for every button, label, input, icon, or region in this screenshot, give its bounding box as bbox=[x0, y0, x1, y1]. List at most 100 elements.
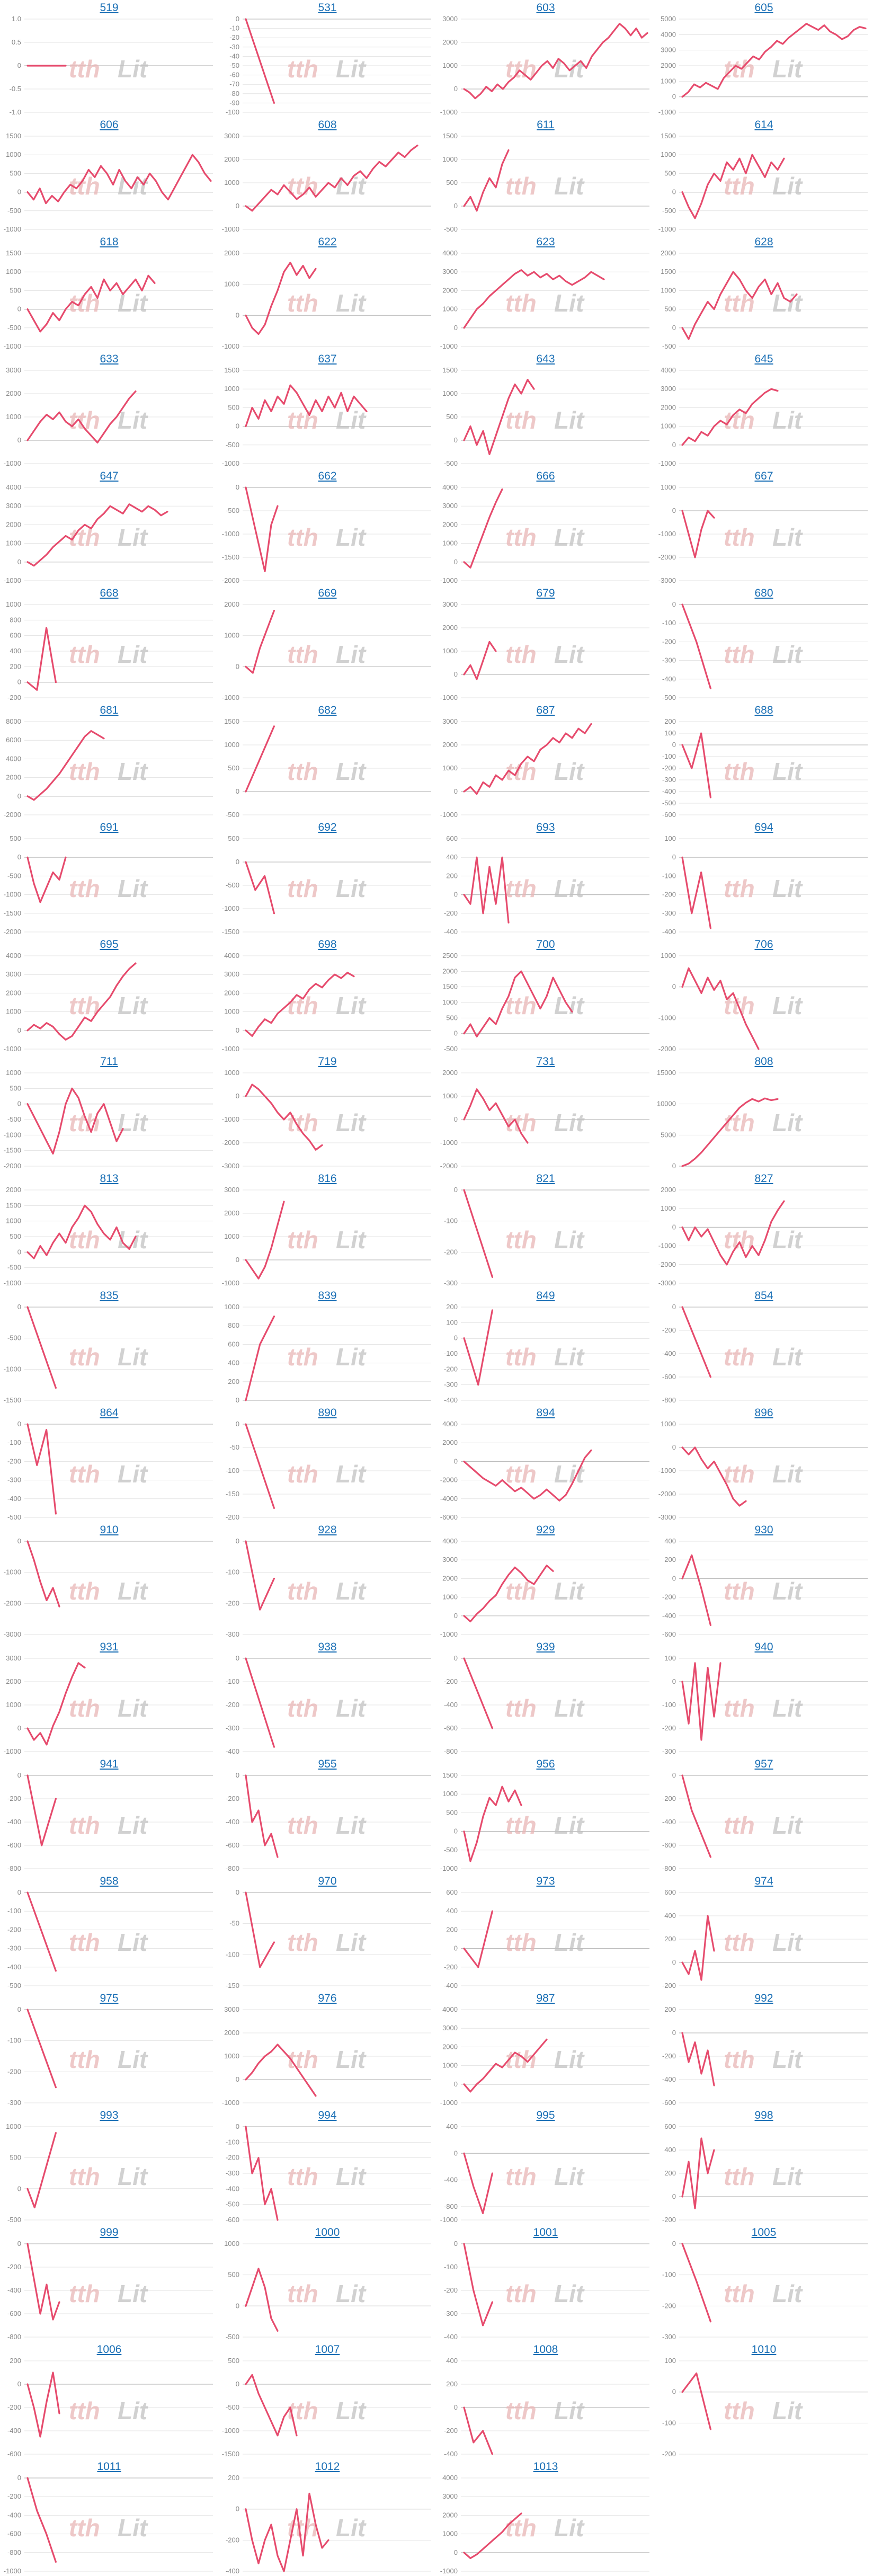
series-line bbox=[26, 2477, 57, 2563]
chart-title-link[interactable]: 603 bbox=[536, 2, 555, 14]
chart-title-link[interactable]: 992 bbox=[754, 1992, 773, 2004]
chart-title-link[interactable]: 706 bbox=[754, 938, 773, 951]
chart-title-link[interactable]: 970 bbox=[318, 1875, 337, 1887]
chart-title-link[interactable]: 633 bbox=[100, 353, 119, 365]
chart-title-link[interactable]: 939 bbox=[536, 1641, 555, 1653]
chart-title-link[interactable]: 691 bbox=[100, 821, 119, 833]
chart-title-link[interactable]: 940 bbox=[754, 1641, 773, 1653]
chart-title-link[interactable]: 693 bbox=[536, 821, 555, 833]
chart-title-link[interactable]: 890 bbox=[318, 1407, 337, 1419]
chart-title-link[interactable]: 692 bbox=[318, 821, 337, 833]
watermark-logo: tth bbox=[505, 2397, 537, 2424]
chart-title-link[interactable]: 687 bbox=[536, 704, 555, 716]
chart-title-link[interactable]: 1001 bbox=[533, 2226, 558, 2239]
chart-title-link[interactable]: 894 bbox=[536, 1407, 555, 1419]
chart-title-link[interactable]: 839 bbox=[318, 1290, 337, 1302]
chart-title-link[interactable]: 956 bbox=[536, 1758, 555, 1770]
chart-title-link[interactable]: 993 bbox=[100, 2109, 119, 2121]
chart-title-link[interactable]: 622 bbox=[318, 236, 337, 248]
chart-title-link[interactable]: 1007 bbox=[315, 2343, 340, 2356]
chart-title-link[interactable]: 605 bbox=[754, 2, 773, 14]
chart-title-link[interactable]: 931 bbox=[100, 1641, 119, 1653]
chart-title-link[interactable]: 628 bbox=[754, 236, 773, 248]
chart-title-link[interactable]: 941 bbox=[100, 1758, 119, 1770]
chart-title-link[interactable]: 662 bbox=[318, 470, 337, 482]
chart-title-link[interactable]: 938 bbox=[318, 1641, 337, 1653]
watermark-logo: tth bbox=[69, 1577, 100, 1605]
chart-title-link[interactable]: 1000 bbox=[315, 2226, 340, 2239]
chart-title-link[interactable]: 682 bbox=[318, 704, 337, 716]
chart-title-link[interactable]: 854 bbox=[754, 1290, 773, 1302]
chart-title-link[interactable]: 1006 bbox=[96, 2343, 122, 2356]
chart-title-link[interactable]: 813 bbox=[100, 1172, 119, 1185]
chart-title-link[interactable]: 827 bbox=[754, 1172, 773, 1185]
chart-title-link[interactable]: 958 bbox=[100, 1875, 119, 1887]
chart-title-link[interactable]: 669 bbox=[318, 587, 337, 599]
chart-title-link[interactable]: 1013 bbox=[533, 2460, 558, 2473]
line-chart: 0 -200 -400 -600 -800 tth Lit bbox=[444, 1654, 649, 1755]
chart-title-link[interactable]: 975 bbox=[100, 1992, 119, 2004]
watermark-logo: Lit bbox=[118, 1226, 148, 1254]
chart-title-link[interactable]: 611 bbox=[537, 119, 555, 131]
chart-title-link[interactable]: 1011 bbox=[97, 2460, 121, 2473]
chart-title-link[interactable]: 929 bbox=[536, 1524, 555, 1536]
chart-title-link[interactable]: 719 bbox=[318, 1055, 337, 1068]
chart-title-link[interactable]: 864 bbox=[100, 1407, 119, 1419]
chart-title-link[interactable]: 666 bbox=[536, 470, 555, 482]
chart-title-link[interactable]: 955 bbox=[318, 1758, 337, 1770]
series-line bbox=[26, 1774, 57, 1846]
chart-title-link[interactable]: 896 bbox=[754, 1407, 773, 1419]
chart-title-link[interactable]: 608 bbox=[318, 119, 337, 131]
chart-title-link[interactable]: 808 bbox=[754, 1055, 773, 1068]
chart-title-link[interactable]: 700 bbox=[536, 938, 555, 951]
chart-title-link[interactable]: 928 bbox=[318, 1524, 337, 1536]
chart-title-link[interactable]: 1008 bbox=[533, 2343, 558, 2356]
chart-title-link[interactable]: 681 bbox=[100, 704, 119, 716]
chart-title-link[interactable]: 645 bbox=[754, 353, 773, 365]
chart-title-link[interactable]: 821 bbox=[536, 1172, 555, 1185]
chart-title-link[interactable]: 987 bbox=[536, 1992, 555, 2004]
chart-title-link[interactable]: 1012 bbox=[315, 2460, 340, 2473]
chart-title-link[interactable]: 930 bbox=[754, 1524, 773, 1536]
chart-cell-816: 816 3000 2000 1000 0 -1000 tth Lit bbox=[218, 1171, 436, 1288]
series-line bbox=[681, 1097, 779, 1167]
chart-title-link[interactable]: 679 bbox=[536, 587, 555, 599]
chart-title-link[interactable]: 957 bbox=[754, 1758, 773, 1770]
chart-title-link[interactable]: 698 bbox=[318, 938, 337, 951]
chart-title-link[interactable]: 643 bbox=[536, 353, 555, 365]
chart-title-link[interactable]: 623 bbox=[536, 236, 555, 248]
chart-title-link[interactable]: 999 bbox=[100, 2226, 119, 2239]
chart-title-link[interactable]: 519 bbox=[100, 2, 119, 14]
chart-title-link[interactable]: 531 bbox=[318, 2, 337, 14]
chart-title-link[interactable]: 974 bbox=[754, 1875, 773, 1887]
chart-title-link[interactable]: 667 bbox=[754, 470, 773, 482]
chart-title-link[interactable]: 973 bbox=[536, 1875, 555, 1887]
chart-title-link[interactable]: 731 bbox=[536, 1055, 555, 1068]
chart-title-link[interactable]: 618 bbox=[100, 236, 119, 248]
chart-title-link[interactable]: 680 bbox=[754, 587, 773, 599]
y-tick-label: 1000 bbox=[661, 422, 676, 430]
chart-title-link[interactable]: 976 bbox=[318, 1992, 337, 2004]
y-tick-label: -200 bbox=[662, 2450, 676, 2457]
chart-title-link[interactable]: 1010 bbox=[751, 2343, 777, 2356]
chart-title-link[interactable]: 995 bbox=[536, 2109, 555, 2121]
chart-title-link[interactable]: 910 bbox=[100, 1524, 119, 1536]
chart-title-link[interactable]: 1005 bbox=[751, 2226, 777, 2239]
y-tick-label: -100 bbox=[226, 1467, 239, 1474]
chart-title-link[interactable]: 637 bbox=[318, 353, 337, 365]
chart-title-link[interactable]: 835 bbox=[100, 1290, 119, 1302]
chart-title-link[interactable]: 647 bbox=[100, 470, 119, 482]
chart-title-link[interactable]: 668 bbox=[100, 587, 119, 599]
chart-title-link[interactable]: 606 bbox=[100, 119, 119, 131]
chart-title-link[interactable]: 695 bbox=[100, 938, 119, 951]
y-tick-label: 0 bbox=[672, 1677, 676, 1685]
chart-title-link[interactable]: 994 bbox=[318, 2109, 337, 2121]
chart-title-link[interactable]: 849 bbox=[536, 1290, 555, 1302]
chart-title-link[interactable]: 694 bbox=[754, 821, 773, 833]
chart-title-link[interactable]: 711 bbox=[100, 1055, 118, 1068]
chart-title-link[interactable]: 614 bbox=[754, 119, 773, 131]
chart-title-link[interactable]: 688 bbox=[754, 704, 773, 716]
chart-title-link[interactable]: 998 bbox=[754, 2109, 773, 2121]
y-tick-label: 1000 bbox=[442, 2062, 458, 2069]
chart-title-link[interactable]: 816 bbox=[318, 1172, 337, 1185]
